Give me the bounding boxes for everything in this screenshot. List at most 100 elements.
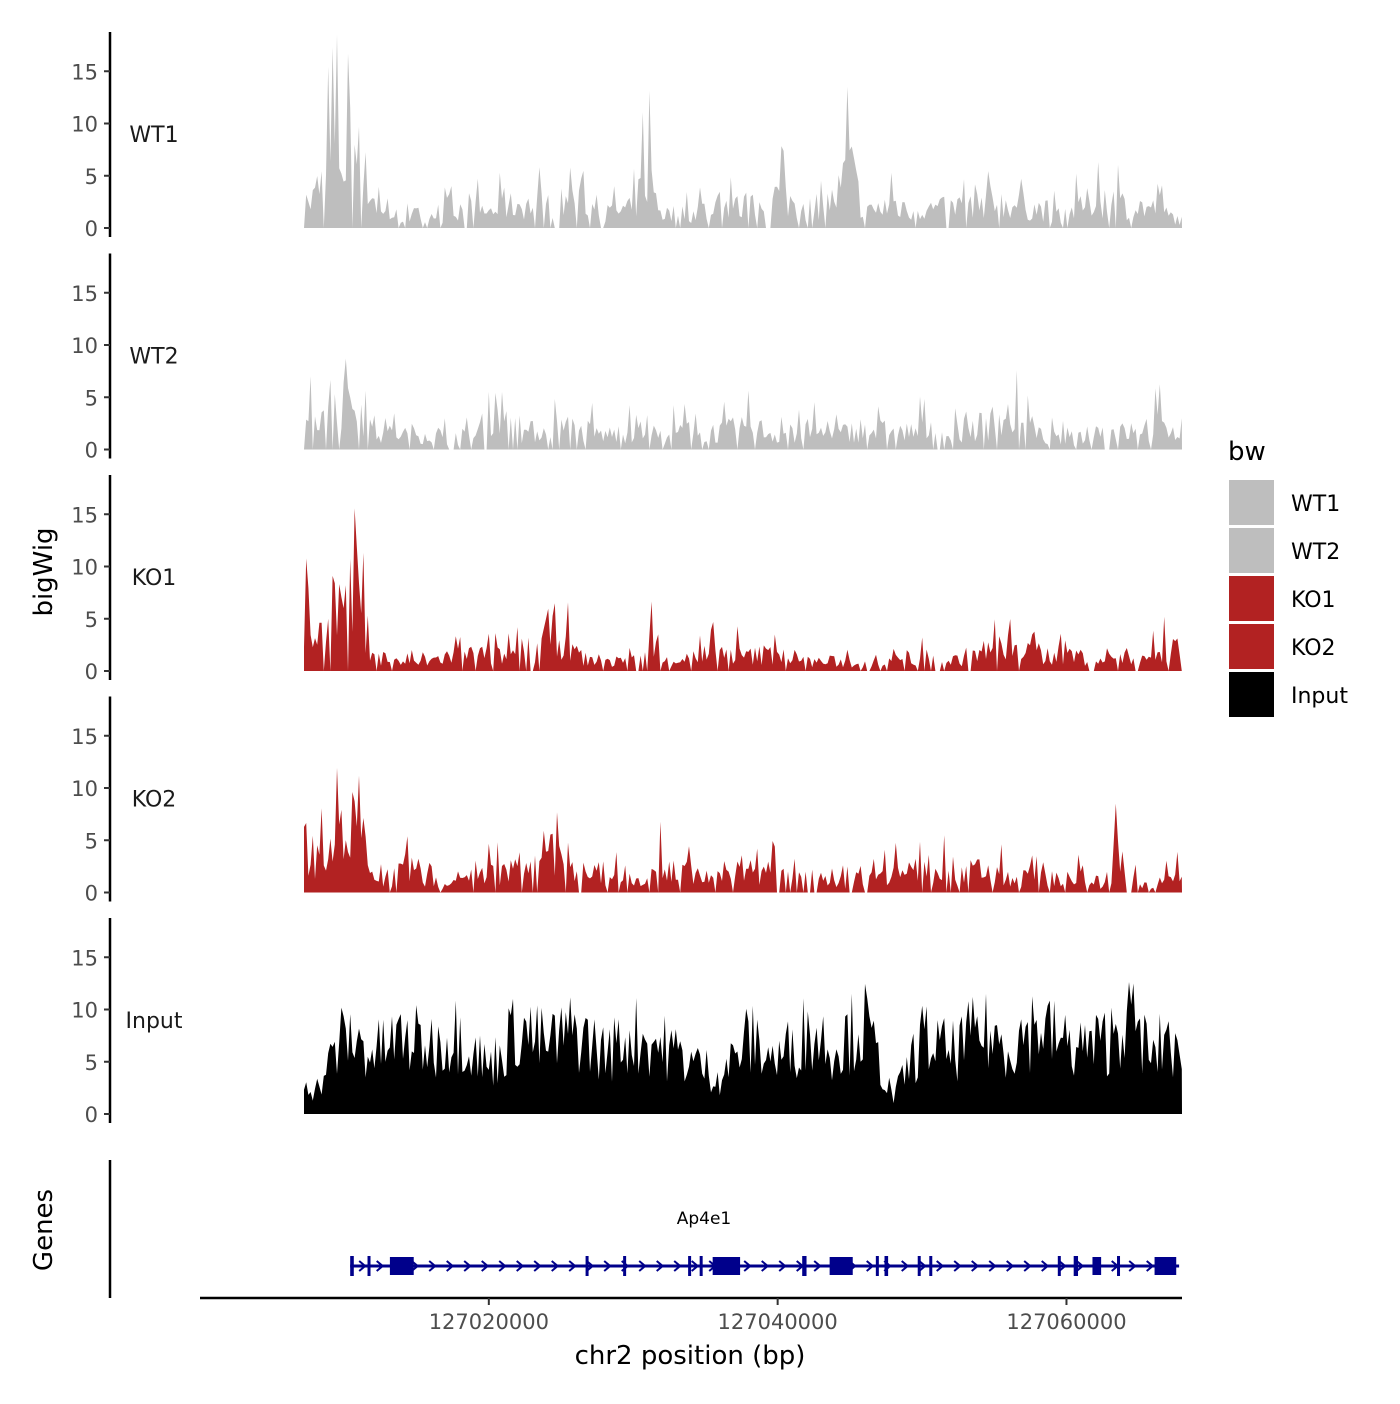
gene-exon [585, 1256, 589, 1276]
gene-exon [623, 1256, 627, 1276]
series-area-ko1 [304, 508, 1182, 671]
strand-chevron [516, 1260, 525, 1272]
strand-chevron [953, 1260, 962, 1272]
track-label: Input [126, 1009, 183, 1034]
strand-chevron [498, 1260, 507, 1272]
y-tick-label: 15 [71, 946, 98, 970]
gene-exon [884, 1256, 889, 1276]
legend: bw WT1 WT2 KO1 KO2 Input [1228, 437, 1348, 717]
strand-chevron [446, 1260, 455, 1272]
x-tick-label: 127020000 [429, 1310, 549, 1334]
gene-exon [389, 1257, 414, 1275]
y-tick-label: 5 [85, 608, 98, 632]
gene-exon [1092, 1257, 1102, 1275]
gene-exon [688, 1256, 692, 1276]
strand-chevron [1006, 1260, 1015, 1272]
gene-exon [1073, 1256, 1079, 1276]
genes-track-label: Genes [29, 1189, 59, 1271]
track-label: KO2 [132, 788, 177, 813]
y-tick-label: 0 [85, 882, 98, 906]
track-label: KO1 [132, 566, 177, 591]
legend-label: Input [1291, 684, 1348, 709]
strand-chevron [918, 1260, 927, 1272]
legend-label: KO2 [1291, 636, 1336, 661]
gene-name-label: Ap4e1 [677, 1209, 732, 1229]
strand-chevron [691, 1260, 700, 1272]
legend-label: KO1 [1291, 588, 1336, 613]
legend-key-wt1 [1229, 480, 1274, 525]
legend-key-wt2 [1229, 528, 1274, 573]
strand-chevron [481, 1260, 490, 1272]
strand-chevron [603, 1260, 612, 1272]
strand-chevron [551, 1260, 560, 1272]
legend-key-input [1229, 672, 1274, 717]
strand-chevron [1076, 1260, 1085, 1272]
strand-chevron [761, 1260, 770, 1272]
strand-chevron [1041, 1260, 1050, 1272]
track-label: WT1 [129, 123, 178, 148]
strand-chevron [936, 1260, 945, 1272]
strand-chevron [673, 1260, 682, 1272]
legend-key-ko2 [1229, 624, 1274, 669]
gene-exon [802, 1256, 807, 1276]
y-tick-label: 15 [71, 725, 98, 749]
x-tick-label: 127060000 [1006, 1310, 1126, 1334]
strand-chevron [743, 1260, 752, 1272]
strand-chevron [1058, 1260, 1067, 1272]
strand-chevron [358, 1260, 367, 1272]
y-tick-label: 15 [71, 503, 98, 527]
gene-exon [829, 1257, 853, 1275]
y-tick-label: 0 [85, 439, 98, 463]
y-tick-label: 10 [71, 334, 98, 358]
strand-chevron [376, 1260, 385, 1272]
legend-title: bw [1228, 437, 1266, 467]
strand-chevron [568, 1260, 577, 1272]
strand-chevron [866, 1260, 875, 1272]
track-ko2: 0 5 10 15 KO2 [71, 696, 1182, 906]
y-tick-label: 5 [85, 165, 98, 189]
track-input: 0 5 10 15 Input [71, 918, 1182, 1127]
track-wt2: 0 5 10 15 WT2 [71, 253, 1182, 463]
strand-chevron [988, 1260, 997, 1272]
y-tick-label: 0 [85, 1103, 98, 1127]
strand-chevron [428, 1260, 437, 1272]
strand-chevron [901, 1260, 910, 1272]
gene-exon [350, 1256, 354, 1276]
legend-label: WT2 [1291, 540, 1340, 565]
y-tick-label: 0 [85, 217, 98, 241]
gene-exon [712, 1257, 741, 1275]
x-axis: 127020000 127040000 127060000 [200, 1296, 1182, 1334]
strand-chevron [656, 1260, 665, 1272]
y-tick-label: 5 [85, 386, 98, 410]
legend-label: WT1 [1291, 492, 1340, 517]
y-tick-label: 10 [71, 556, 98, 580]
strand-chevron [1128, 1260, 1137, 1272]
legend-key-ko1 [1229, 576, 1274, 621]
strand-chevron [586, 1260, 595, 1272]
bigwig-tracks: 0 5 10 15 WT1 0 5 10 15 WT2 0 5 10 15 KO1 0 5 10 15 KO2 0 5 10… [71, 32, 1182, 1127]
gene-exon [1117, 1256, 1121, 1276]
y-tick-label: 10 [71, 777, 98, 801]
series-area-input [304, 982, 1182, 1114]
gene-exon [1057, 1256, 1061, 1276]
strand-chevron [463, 1260, 472, 1272]
strand-chevron [778, 1260, 787, 1272]
gene-exon [1154, 1257, 1177, 1275]
strand-chevron [1023, 1260, 1032, 1272]
x-tick-label: 127040000 [718, 1310, 838, 1334]
strand-chevron [813, 1260, 822, 1272]
y-tick-label: 15 [71, 60, 98, 84]
y-axis-label: bigWig [29, 527, 59, 616]
y-tick-label: 15 [71, 282, 98, 306]
gene-exon [929, 1256, 933, 1276]
strand-chevron [971, 1260, 980, 1272]
y-tick-label: 5 [85, 1051, 98, 1075]
series-area-wt2 [304, 358, 1182, 450]
strand-chevron [1146, 1260, 1155, 1272]
gene-exon [367, 1256, 371, 1276]
strand-chevron [533, 1260, 542, 1272]
gene-exon [917, 1256, 921, 1276]
gene-exon [875, 1256, 879, 1276]
